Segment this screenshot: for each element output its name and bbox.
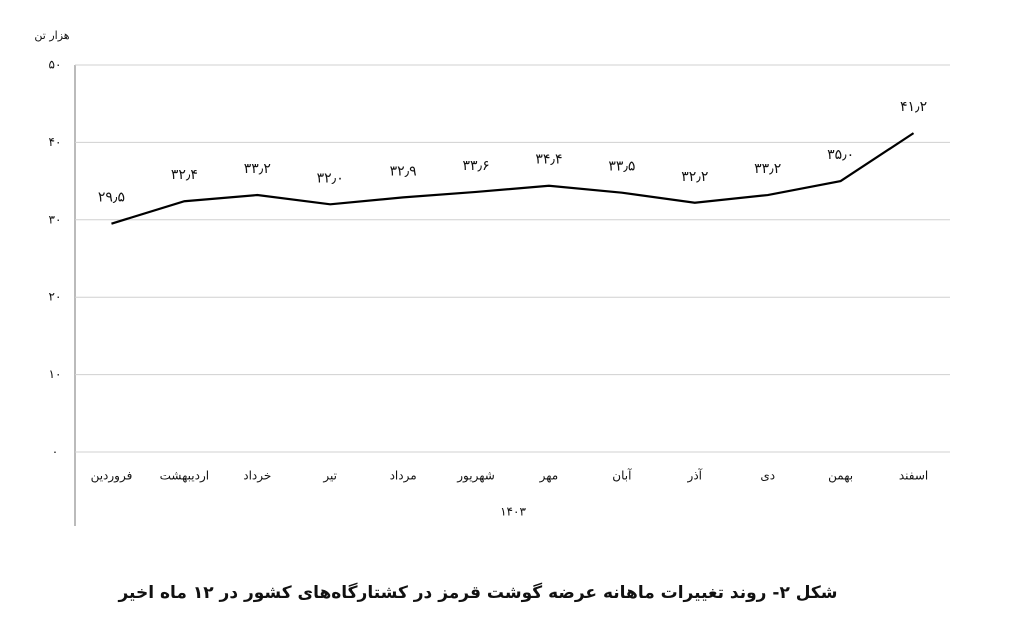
y-tick-label: ۲۰ bbox=[49, 290, 62, 304]
y-tick-label: ۵۰ bbox=[49, 58, 62, 72]
x-tick-label: مهر bbox=[539, 469, 559, 484]
data-line bbox=[111, 132, 915, 225]
x-tick-label: آبان bbox=[612, 468, 632, 483]
data-label: ۳۴٫۴ bbox=[535, 152, 562, 168]
data-label: ۲۹٫۵ bbox=[98, 190, 125, 206]
y-tick-label: ۰ bbox=[52, 445, 58, 459]
x-tick-label: آذر bbox=[687, 468, 703, 484]
x-tick-label: دی bbox=[760, 469, 775, 483]
y-tick-label: ۴۰ bbox=[49, 135, 62, 149]
data-label: ۴۱٫۲ bbox=[900, 99, 927, 115]
y-tick-label: ۱۰ bbox=[49, 367, 62, 381]
y-tick-label: ۳۰ bbox=[49, 212, 62, 226]
data-label: ۳۳٫۲ bbox=[754, 161, 781, 177]
data-label: ۳۳٫۶ bbox=[462, 158, 489, 174]
x-tick-label: تیر bbox=[322, 469, 337, 484]
data-label: ۳۳٫۲ bbox=[244, 161, 271, 177]
x-tick-label: خرداد bbox=[243, 469, 271, 484]
x-tick-label: شهریور bbox=[456, 469, 495, 484]
chart-title: شکل ۲- روند تغییرات ماهانه عرضه گوشت قرم… bbox=[117, 582, 837, 603]
x-axis-label: ۱۴۰۳ bbox=[500, 505, 526, 519]
data-label: ۳۲٫۰ bbox=[317, 170, 344, 186]
data-label: ۳۵٫۰ bbox=[827, 147, 854, 163]
data-label: ۳۳٫۵ bbox=[608, 159, 635, 175]
x-tick-label: مرداد bbox=[390, 469, 417, 484]
x-tick-label: بهمن bbox=[828, 469, 853, 484]
x-tick-label: اردیبهشت bbox=[160, 469, 209, 484]
data-label: ۳۲٫۲ bbox=[681, 169, 708, 185]
x-tick-label: اسفند bbox=[899, 469, 928, 483]
data-label: ۳۲٫۴ bbox=[171, 167, 198, 183]
x-tick-label: فروردین bbox=[91, 469, 133, 484]
data-label: ۳۲٫۹ bbox=[390, 163, 417, 179]
y-axis-label: هزار تن bbox=[34, 29, 69, 42]
